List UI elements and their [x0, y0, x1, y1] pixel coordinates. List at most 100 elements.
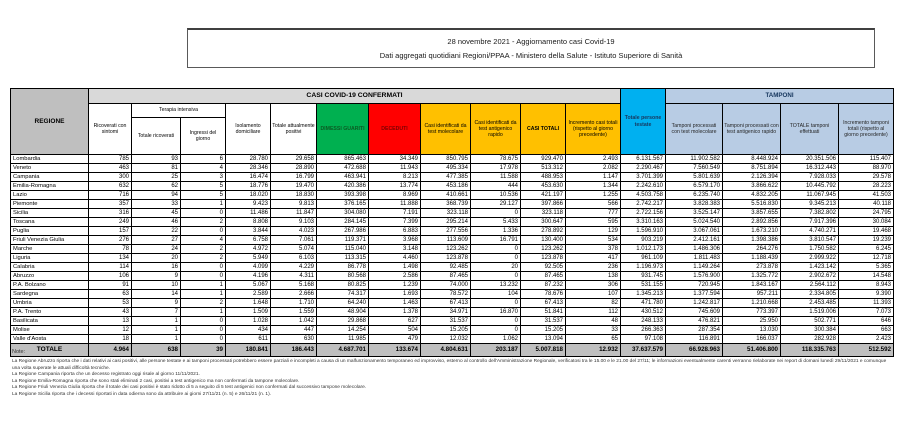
cell-value: 1.648 — [225, 298, 271, 308]
cell-value: 10.536 — [470, 190, 521, 200]
cell-value: 9.390 — [837, 289, 895, 299]
cell-value: 295.214 — [420, 217, 471, 227]
cell-value: 97.108 — [620, 334, 666, 344]
table-row: Lombardia 785 93 6 28.780 29.658 865.463 34.349… — [10, 154, 895, 164]
cell-value: 4 — [180, 235, 226, 245]
cell-value: 157 — [88, 226, 132, 236]
total-cell-value: 66.928.963 — [665, 343, 723, 357]
cell-value: 31.537 — [420, 316, 471, 326]
cell-value: 11.588 — [470, 172, 521, 182]
cell-value: 5.024.540 — [665, 217, 723, 227]
cell-value: 287.354 — [665, 325, 723, 335]
region-name: Veneto — [10, 163, 89, 173]
cell-value: 18.776 — [225, 181, 271, 191]
cell-value: 94 — [131, 190, 181, 200]
cell-value: 1.519.006 — [780, 307, 839, 317]
cell-value: 88.970 — [837, 163, 895, 173]
cell-value: 3.067.061 — [665, 226, 723, 236]
cell-value: 1.336 — [470, 226, 521, 236]
cell-value: 93 — [131, 154, 181, 164]
cell-value: 472.688 — [316, 163, 369, 173]
cell-value: 34.971 — [420, 307, 471, 317]
cell-value: 15.205 — [520, 325, 566, 335]
cell-value: 16.791 — [470, 235, 521, 245]
cell-value: 34.349 — [368, 154, 421, 164]
cell-value: 1 — [180, 289, 226, 299]
cell-value: 5.067 — [225, 280, 271, 290]
cell-value: 865.463 — [316, 154, 369, 164]
cell-value: 1.255 — [565, 190, 621, 200]
cell-value: 397.866 — [520, 199, 566, 209]
cell-value: 421.197 — [520, 190, 566, 200]
cell-value: 1.498 — [368, 262, 421, 272]
cell-value: 27 — [131, 235, 181, 245]
cell-value: 29.658 — [270, 154, 317, 164]
col-header-totale-tamponi: TOTALE tamponi effettuati — [780, 103, 839, 155]
report-subtitle: Dati aggregati quotidiani Regioni/PPAA -… — [379, 51, 683, 60]
cell-value: 116.891 — [665, 334, 723, 344]
cell-value: 595 — [565, 217, 621, 227]
cell-value: 0 — [180, 316, 226, 326]
total-row: TOTALE 4.964 638 39 180.841 186.443 4.687.701 1… — [10, 343, 895, 357]
note-item: La Regione Sicilia riporta che i decessi… — [12, 391, 272, 397]
total-cell-value: 133.674 — [368, 343, 421, 357]
cell-value: 80.568 — [316, 271, 369, 281]
table-row: Campania 300 25 3 16.474 16.799 463.941 8.213 47… — [10, 172, 895, 182]
cell-value: 7.073 — [837, 307, 895, 317]
col-header-dimessi-guariti: DIMESSI GUARITI — [316, 103, 369, 155]
region-name: Umbria — [10, 298, 89, 308]
cell-value: 9.813 — [270, 199, 317, 209]
region-name: Toscana — [10, 217, 89, 227]
cell-value: 471.780 — [620, 298, 666, 308]
cell-value: 9.345.213 — [780, 199, 839, 209]
cell-value: 6.103 — [270, 253, 317, 263]
cell-value: 41.503 — [837, 190, 895, 200]
table-header: REGIONE CASI COVID-19 CONFERMATI Totale … — [10, 88, 895, 155]
table-body: Lombardia 785 93 6 28.780 29.658 865.463 34.349… — [10, 154, 895, 357]
cell-value: 632 — [88, 181, 132, 191]
cell-value: 24.795 — [837, 208, 895, 218]
cell-value: 81 — [131, 163, 181, 173]
covid-data-table: REGIONE CASI COVID-19 CONFERMATI Totale … — [10, 88, 895, 357]
cell-value: 5 — [180, 190, 226, 200]
cell-value: 1.750.582 — [780, 244, 839, 254]
cell-value: 119.371 — [316, 235, 369, 245]
col-header-casi-molecolare: Casi identificati da test molecolare — [420, 103, 471, 155]
cell-value: 0 — [470, 298, 521, 308]
cell-value: 0 — [180, 271, 226, 281]
cell-value: 300.647 — [520, 217, 566, 227]
cell-value: 24 — [131, 244, 181, 254]
cell-value: 19.468 — [837, 226, 895, 236]
cell-value: 19.239 — [837, 235, 895, 245]
total-cell-value: 12.932 — [565, 343, 621, 357]
cell-value: 273.878 — [722, 262, 781, 272]
cell-value: 123.878 — [420, 253, 471, 263]
cell-value: 1.811.483 — [665, 253, 723, 263]
total-cell-value: 39 — [180, 343, 226, 357]
cell-value: 2.126.394 — [722, 172, 781, 182]
table-row: P.A. Bolzano 91 10 1 5.067 5.168 80.825 1.239 74… — [10, 280, 895, 290]
cell-value: 67.413 — [520, 298, 566, 308]
cell-value: 29.127 — [470, 199, 521, 209]
cell-value: 11.943 — [368, 163, 421, 173]
table-row: Calabria 114 16 0 4.099 4.229 86.778 1.498 92.48… — [10, 262, 895, 272]
cell-value: 7.399 — [368, 217, 421, 227]
cell-value: 2.453.485 — [780, 298, 839, 308]
table-row: P.A. Trento 43 7 1 1.509 1.559 48.904 1.378 34.9… — [10, 307, 895, 317]
cell-value: 28.346 — [225, 163, 271, 173]
cell-value: 1.378 — [368, 307, 421, 317]
cell-value: 267.986 — [316, 226, 369, 236]
cell-value: 14.254 — [316, 325, 369, 335]
region-name: Abruzzo — [10, 271, 89, 281]
cell-value: 25 — [131, 172, 181, 182]
region-name: Lazio — [10, 190, 89, 200]
cell-value: 3.844 — [225, 226, 271, 236]
cell-value: 463 — [88, 163, 132, 173]
cell-value: 630 — [270, 334, 317, 344]
cell-value: 646 — [837, 316, 895, 326]
cell-value: 1 — [180, 307, 226, 317]
cell-value: 20 — [470, 262, 521, 272]
cell-value: 2.742.217 — [620, 199, 666, 209]
region-name: Campania — [10, 172, 89, 182]
cell-value: 447 — [270, 325, 317, 335]
